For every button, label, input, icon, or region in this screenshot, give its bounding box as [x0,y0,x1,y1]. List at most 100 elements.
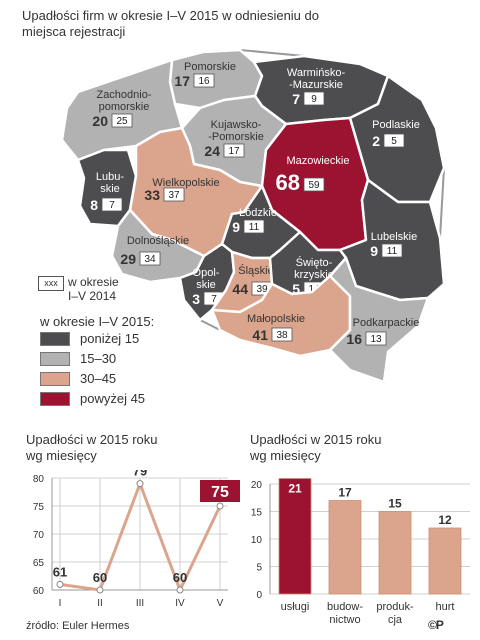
region-label: Pomorskie [184,61,236,73]
legend-swatch [40,392,70,406]
legend-label: 15–30 [80,351,117,366]
x-tick-label: II [97,598,103,609]
region-value-2014-box [243,219,265,234]
region-label: Święto- [296,256,333,269]
region-value-2014-box [111,113,133,128]
data-point [56,580,64,588]
region-value-2014: 5 [391,136,397,147]
region-value-2014: 17 [228,146,240,157]
region-label: Opol- [193,267,220,279]
x-tick-label: budow- [327,601,363,613]
region-value-2015: 9 [370,243,378,259]
legend-swatch [40,352,70,366]
region-label: Dolnośląskie [127,235,189,247]
region-value-2014-box [383,133,405,148]
line-chart-title: Upadłości w 2015 roku wg miesięcy [26,432,158,463]
region-value-2015: 8 [90,197,98,213]
region-value-2014: 59 [308,180,320,191]
region-label: Kujawsko- [211,119,262,131]
region-value-2015: 3 [192,291,200,307]
bar-chart: 0 5 10 15 20 21 usługi 17 budow-nictwo 15 produk-c… [251,478,470,626]
region-label: Warmińsko- [287,67,346,79]
agency-logo: ©P [428,618,444,632]
data-label: 61 [53,564,67,579]
x-tick-label: usługi [281,601,310,613]
data-label: 60 [93,570,107,585]
region-value-2015: 24 [204,143,220,159]
y-tick-label: 70 [33,530,45,541]
region-value-2014-box [193,73,215,88]
region-value-2014-box [271,327,293,342]
y-tick-label: 60 [33,586,45,597]
region-value-2015: 9 [232,219,240,235]
region-value-2014: 39 [256,284,268,295]
region-value-2014-box [101,197,123,212]
region-value-2015: 44 [232,281,248,297]
bar-chart-title: Upadłości w 2015 roku wg miesięcy [250,432,382,463]
region-label: skie [196,279,216,291]
region-label: Zachodnio- [96,89,151,101]
data-point [96,586,104,594]
data-label: 21 [288,482,302,496]
region-label: skie [100,183,120,195]
data-point [176,586,184,594]
legend-swatch [40,332,70,346]
y-tick-label: 80 [33,474,45,485]
region-value-2015: 17 [174,73,190,89]
region-malopolskie: Małopolskie 41 38 [210,274,352,358]
region-value-2014: 9 [311,94,317,105]
y-tick-label: 65 [33,558,45,569]
region-label: -Mazurskie [289,79,343,91]
key-sample-box: xxx [38,276,64,291]
key-label-line1: w okresie [68,275,119,289]
legend-label: poniżej 15 [80,331,140,346]
data-label: 15 [388,497,402,511]
region-label: Małopolskie [247,313,305,325]
y-tick-label: 20 [251,480,263,491]
region-value-2014: 11 [249,222,260,233]
region-value-2014-box [163,187,185,202]
y-tick-label: 5 [256,563,262,574]
legend-swatch [40,372,70,386]
bar [428,527,462,595]
region-label: Podlaskie [372,119,420,131]
x-tick-label: V [217,598,224,609]
region-label: Łódzkie [239,207,277,219]
region-label: Śląskie [238,264,273,277]
region-label: Lubu- [96,171,124,183]
highlight-box [200,480,240,502]
bar [378,511,412,595]
region-label: Mazowieckie [287,155,350,167]
legend-heading: w okresie I–V 2015: [40,314,155,329]
region-value-2014-box [139,251,161,266]
region-value-2014: 11 [387,246,398,257]
map-title: Upadłości firm w okresie I–V 2015 w odni… [22,8,319,39]
region-value-2014: 34 [144,254,156,265]
data-label: 12 [438,513,452,527]
region-value-2014: 7 [211,294,217,305]
region-value-2014-box [303,91,325,106]
data-point [136,480,144,488]
bar [328,500,362,595]
region-shape [328,256,430,384]
x-tick-label: nictwo [329,614,360,626]
y-tick-label: 75 [33,502,45,513]
x-tick-label: produk- [376,601,414,613]
key-label-line2: I–V 2014 [68,289,117,303]
region-value-2014-box [381,243,403,258]
x-tick-label: hurt [436,601,455,613]
y-tick-label: 15 [251,508,263,519]
x-tick-label: I [59,598,62,609]
region-value-2014: 25 [116,116,128,127]
region-value-2015: 33 [144,187,160,203]
region-value-2014: 7 [109,200,115,211]
legend-label: 30–45 [80,371,117,386]
y-tick-label: 0 [256,590,262,601]
